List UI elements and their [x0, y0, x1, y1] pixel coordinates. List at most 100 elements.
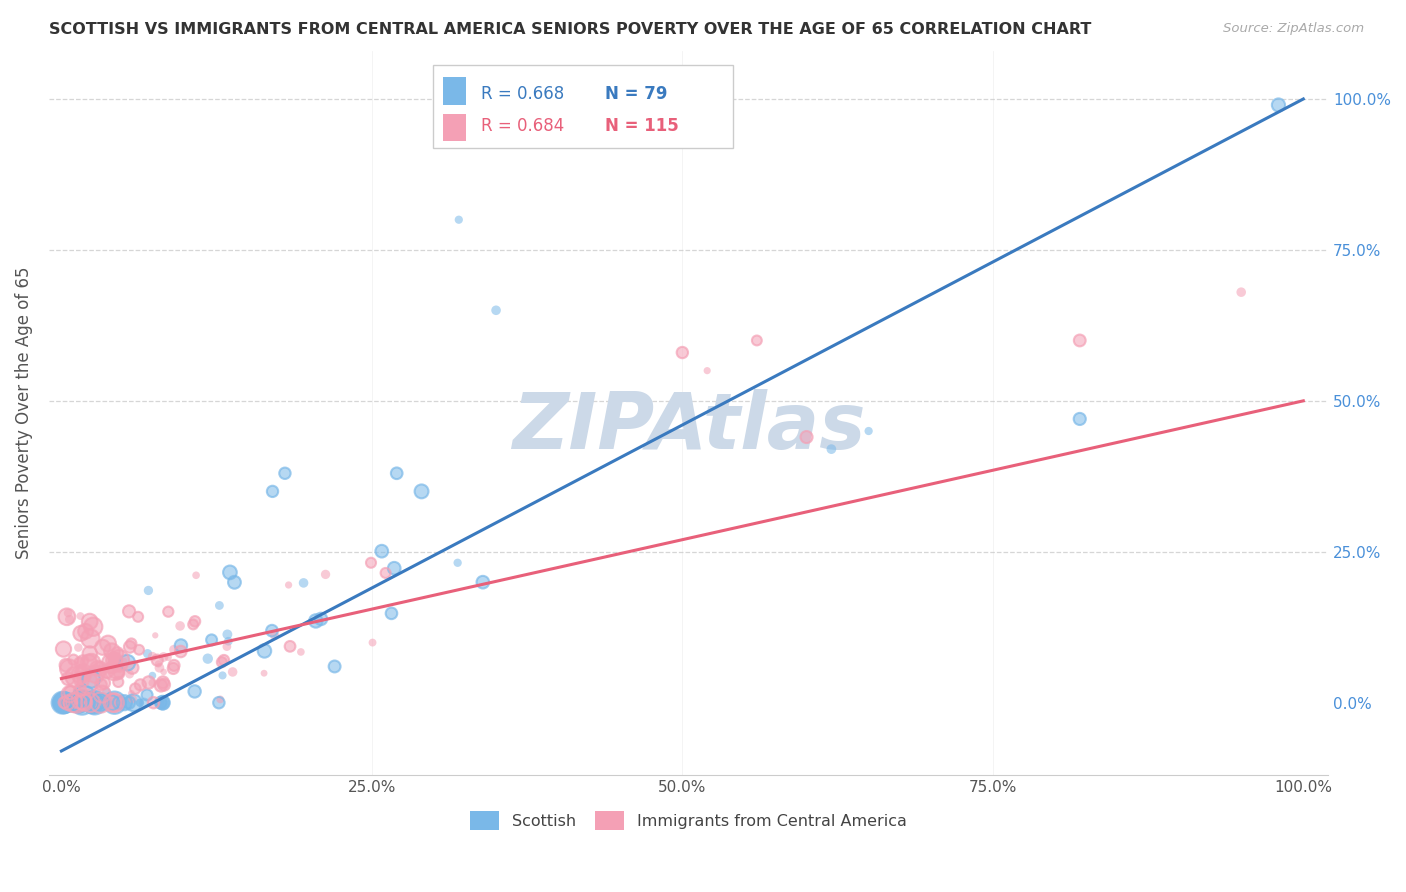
- Point: [117, 656, 139, 670]
- Text: R = 0.668: R = 0.668: [481, 86, 565, 103]
- Point: [70, 626, 93, 640]
- Point: [215, 640, 238, 654]
- Point: [149, 696, 172, 710]
- Y-axis label: Seniors Poverty Over the Age of 65: Seniors Poverty Over the Age of 65: [15, 267, 32, 559]
- Point: [101, 696, 124, 710]
- Point: [858, 424, 880, 438]
- Point: [122, 696, 145, 710]
- Point: [70, 692, 93, 706]
- Point: [138, 583, 160, 598]
- Bar: [443, 78, 465, 105]
- Point: [93, 676, 115, 690]
- Point: [212, 653, 235, 667]
- Point: [129, 678, 152, 692]
- Point: [170, 639, 193, 653]
- Point: [73, 690, 96, 705]
- Point: [103, 696, 125, 710]
- Legend: Scottish, Immigrants from Central America: Scottish, Immigrants from Central Americ…: [464, 805, 912, 836]
- Text: R = 0.684: R = 0.684: [481, 118, 565, 136]
- Point: [55, 658, 77, 673]
- Point: [59, 685, 82, 699]
- Point: [153, 678, 176, 692]
- Point: [56, 672, 79, 686]
- Point: [91, 640, 114, 655]
- Point: [67, 696, 90, 710]
- Point: [260, 624, 283, 638]
- Point: [183, 684, 205, 698]
- Point: [53, 696, 76, 710]
- Point: [82, 620, 104, 634]
- Point: [136, 688, 159, 702]
- Point: [62, 696, 84, 710]
- Point: [103, 651, 125, 665]
- Point: [371, 544, 394, 558]
- Point: [127, 609, 149, 624]
- Point: [208, 599, 231, 613]
- Point: [382, 561, 405, 575]
- Point: [103, 664, 125, 678]
- Point: [124, 681, 146, 696]
- Point: [107, 646, 129, 660]
- Point: [138, 675, 160, 690]
- Point: [120, 686, 142, 700]
- Point: [59, 696, 82, 710]
- Point: [53, 696, 76, 710]
- Point: [79, 696, 101, 710]
- Point: [55, 696, 77, 710]
- FancyBboxPatch shape: [433, 65, 734, 148]
- Point: [80, 672, 103, 686]
- Point: [56, 696, 79, 710]
- Point: [143, 628, 166, 642]
- Point: [70, 696, 93, 710]
- Point: [263, 628, 285, 642]
- Point: [70, 626, 93, 640]
- Point: [152, 675, 174, 690]
- Point: [77, 695, 100, 709]
- Point: [58, 612, 80, 626]
- Point: [83, 696, 105, 710]
- Point: [260, 624, 283, 638]
- Point: [152, 650, 174, 665]
- Point: [118, 604, 141, 618]
- Point: [65, 670, 87, 684]
- Point: [56, 609, 79, 624]
- Point: [134, 696, 156, 710]
- Point: [90, 696, 112, 710]
- Point: [148, 661, 170, 675]
- Point: [411, 484, 433, 499]
- Point: [101, 696, 124, 710]
- Point: [446, 556, 468, 570]
- Point: [382, 561, 405, 575]
- Point: [77, 685, 100, 699]
- Point: [153, 678, 176, 692]
- Point: [219, 566, 242, 580]
- Point: [146, 653, 169, 667]
- Point: [72, 665, 94, 680]
- Point: [90, 677, 112, 691]
- Point: [56, 672, 79, 686]
- Point: [65, 696, 87, 710]
- Point: [91, 687, 114, 701]
- Point: [79, 696, 101, 710]
- Point: [129, 696, 152, 710]
- Point: [93, 696, 115, 710]
- Point: [67, 640, 90, 655]
- Point: [90, 696, 112, 710]
- Point: [70, 696, 93, 710]
- Point: [120, 636, 142, 650]
- Point: [118, 640, 141, 654]
- Point: [80, 672, 103, 686]
- Point: [157, 605, 180, 619]
- Point: [52, 696, 75, 710]
- Point: [471, 575, 494, 590]
- Point: [108, 653, 131, 667]
- Point: [129, 678, 152, 692]
- Point: [76, 675, 98, 690]
- Point: [103, 664, 125, 678]
- Point: [278, 640, 301, 654]
- Point: [671, 345, 693, 359]
- Point: [211, 655, 233, 669]
- Point: [101, 656, 124, 670]
- Point: [89, 696, 111, 710]
- Point: [212, 653, 235, 667]
